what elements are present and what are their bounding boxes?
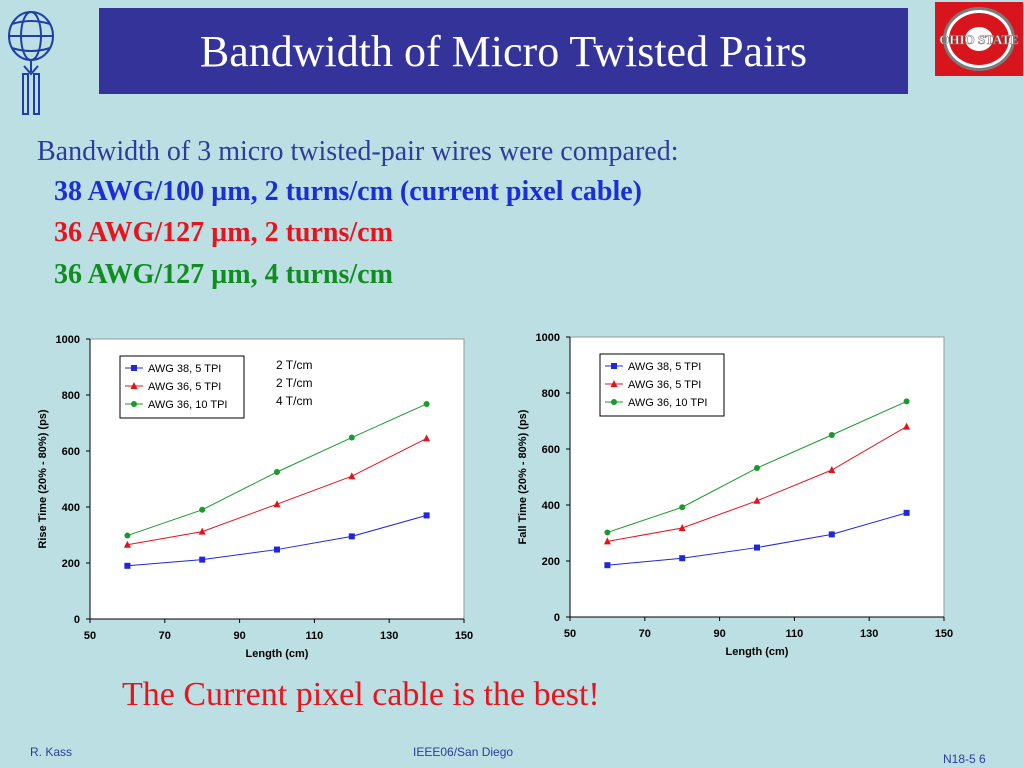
data-point xyxy=(124,532,131,539)
footer-author: R. Kass xyxy=(30,745,73,759)
legend-marker xyxy=(131,401,137,407)
annotation-text: 2 T/cm xyxy=(276,376,312,390)
y-tick-label: 600 xyxy=(542,444,560,456)
data-point xyxy=(679,504,686,511)
data-point xyxy=(274,546,280,553)
x-tick-label: 110 xyxy=(306,630,324,642)
legend-marker xyxy=(611,399,617,405)
footer-slide-number: N18-5 6 xyxy=(943,752,986,766)
legend-label: AWG 36, 5 TPI xyxy=(148,381,221,393)
chart-svg: 0 200 400 600 800 1000 50 70 90 110 130 150 Length (… xyxy=(37,334,473,660)
y-tick-label: 600 xyxy=(62,446,80,458)
data-point xyxy=(273,500,281,508)
data-point xyxy=(348,472,356,480)
x-tick-label: 90 xyxy=(233,630,245,642)
atlas-logo-icon xyxy=(8,11,54,115)
data-point xyxy=(828,466,836,473)
chart-svg: 0 200 400 600 800 1000 50 70 90 110 130 150 Length (… xyxy=(517,332,953,658)
data-point xyxy=(603,537,611,545)
data-point xyxy=(679,555,686,562)
wire-36awg-4t-label: 36 AWG/127 µm, 4 turns/cm xyxy=(54,259,393,290)
x-tick-label: 150 xyxy=(935,628,953,640)
y-tick-label: 800 xyxy=(542,388,560,400)
legend-label: AWG 36, 10 TPI xyxy=(628,397,707,409)
legend-marker xyxy=(610,380,618,387)
legend-marker xyxy=(131,365,137,371)
y-tick-label: 0 xyxy=(554,612,560,624)
x-axis-label: Length (cm) xyxy=(246,648,309,660)
data-point xyxy=(678,523,686,531)
data-point xyxy=(348,533,355,540)
data-point xyxy=(423,434,431,442)
wire-36awg-2t-label: 36 AWG/127 µm, 2 turns/cm xyxy=(54,217,393,248)
data-point xyxy=(903,509,910,516)
legend-label: AWG 36, 5 TPI xyxy=(628,379,701,391)
data-point xyxy=(348,434,355,441)
data-point xyxy=(274,469,280,475)
wire-38awg-label: 38 AWG/100 µm, 2 turns/cm (current pixel… xyxy=(54,176,642,207)
data-point xyxy=(753,496,761,504)
data-point xyxy=(604,562,611,569)
data-point xyxy=(754,544,760,551)
data-point xyxy=(123,540,131,548)
x-tick-label: 50 xyxy=(564,628,576,640)
data-point xyxy=(604,529,611,536)
y-axis-label: Rise Time (20% - 80%) (ps) xyxy=(37,409,49,549)
conclusion-text: The Current pixel cable is the best! xyxy=(122,676,600,713)
y-tick-label: 200 xyxy=(542,556,560,568)
y-tick-label: 1000 xyxy=(56,334,80,346)
y-tick-label: 400 xyxy=(62,502,80,514)
legend-label: AWG 38, 5 TPI xyxy=(148,363,221,375)
y-tick-label: 800 xyxy=(62,390,80,402)
slide-title: Bandwidth of Micro Twisted Pairs xyxy=(99,8,908,94)
data-point xyxy=(828,432,835,438)
x-tick-label: 130 xyxy=(380,630,398,642)
intro-text: Bandwidth of 3 micro twisted-pair wires … xyxy=(37,136,679,167)
y-tick-label: 400 xyxy=(542,500,560,512)
data-point xyxy=(903,398,910,405)
y-axis-label: Fall Time (20% - 80%) (ps) xyxy=(517,409,529,544)
data-point xyxy=(423,512,430,519)
legend-label: AWG 36, 10 TPI xyxy=(148,399,227,411)
y-tick-label: 200 xyxy=(62,558,80,570)
rise-time-chart: 0 200 400 600 800 1000 50 70 90 110 130 150 Length (… xyxy=(28,328,488,678)
data-point xyxy=(124,562,131,569)
footer-conference: IEEE06/San Diego xyxy=(413,745,514,759)
data-point xyxy=(198,527,206,535)
legend-label: AWG 38, 5 TPI xyxy=(628,361,701,373)
x-tick-label: 110 xyxy=(786,628,804,640)
x-tick-label: 70 xyxy=(159,630,171,642)
x-tick-label: 90 xyxy=(713,628,725,640)
ohio-state-logo-icon: OHIO STATE xyxy=(935,2,1023,76)
y-tick-label: 1000 xyxy=(536,332,560,344)
legend-marker xyxy=(130,382,138,389)
y-tick-label: 0 xyxy=(74,614,80,626)
data-point xyxy=(754,465,760,472)
x-tick-label: 70 xyxy=(639,628,651,640)
x-tick-label: 50 xyxy=(84,630,96,642)
data-point xyxy=(903,422,911,430)
legend-marker xyxy=(611,363,617,369)
data-point xyxy=(828,531,835,538)
annotation-text: 4 T/cm xyxy=(276,394,312,408)
x-tick-label: 130 xyxy=(860,628,878,640)
data-point xyxy=(423,400,430,407)
fall-time-chart: 0 200 400 600 800 1000 50 70 90 110 130 150 Length (… xyxy=(508,326,968,676)
data-point xyxy=(199,506,206,513)
annotation-text: 2 T/cm xyxy=(276,358,312,372)
x-axis-label: Length (cm) xyxy=(726,646,789,658)
data-point xyxy=(199,556,206,563)
x-tick-label: 150 xyxy=(455,630,473,642)
logo-text: OHIO STATE xyxy=(939,32,1018,47)
legend-box xyxy=(119,355,245,419)
legend-box xyxy=(599,353,725,417)
